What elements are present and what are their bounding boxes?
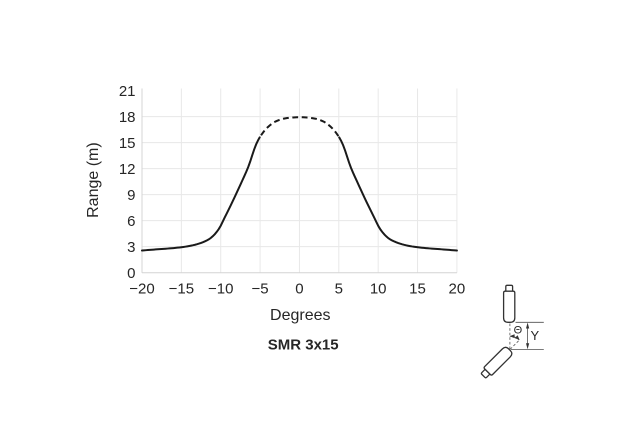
svg-text:12: 12 — [119, 161, 136, 178]
svg-text:10: 10 — [370, 281, 387, 298]
svg-text:18: 18 — [119, 109, 136, 126]
svg-text:0: 0 — [127, 265, 135, 282]
svg-text:15: 15 — [119, 135, 136, 152]
svg-text:9: 9 — [127, 187, 135, 204]
svg-text:Range (m): Range (m) — [85, 142, 102, 218]
svg-text:Degrees: Degrees — [270, 307, 330, 324]
svg-text:−10: −10 — [208, 281, 233, 298]
svg-text:15: 15 — [409, 281, 426, 298]
svg-text:0: 0 — [295, 281, 303, 298]
svg-text:SMR 3x15: SMR 3x15 — [268, 337, 339, 354]
svg-text:−5: −5 — [252, 281, 269, 298]
svg-text:3: 3 — [127, 239, 135, 256]
svg-text:Θ: Θ — [514, 325, 523, 337]
svg-text:21: 21 — [119, 83, 136, 100]
svg-text:5: 5 — [335, 281, 343, 298]
svg-text:20: 20 — [449, 281, 466, 298]
svg-text:6: 6 — [127, 213, 135, 230]
svg-text:Y: Y — [530, 328, 539, 343]
svg-text:−15: −15 — [169, 281, 194, 298]
svg-text:−20: −20 — [129, 281, 154, 298]
